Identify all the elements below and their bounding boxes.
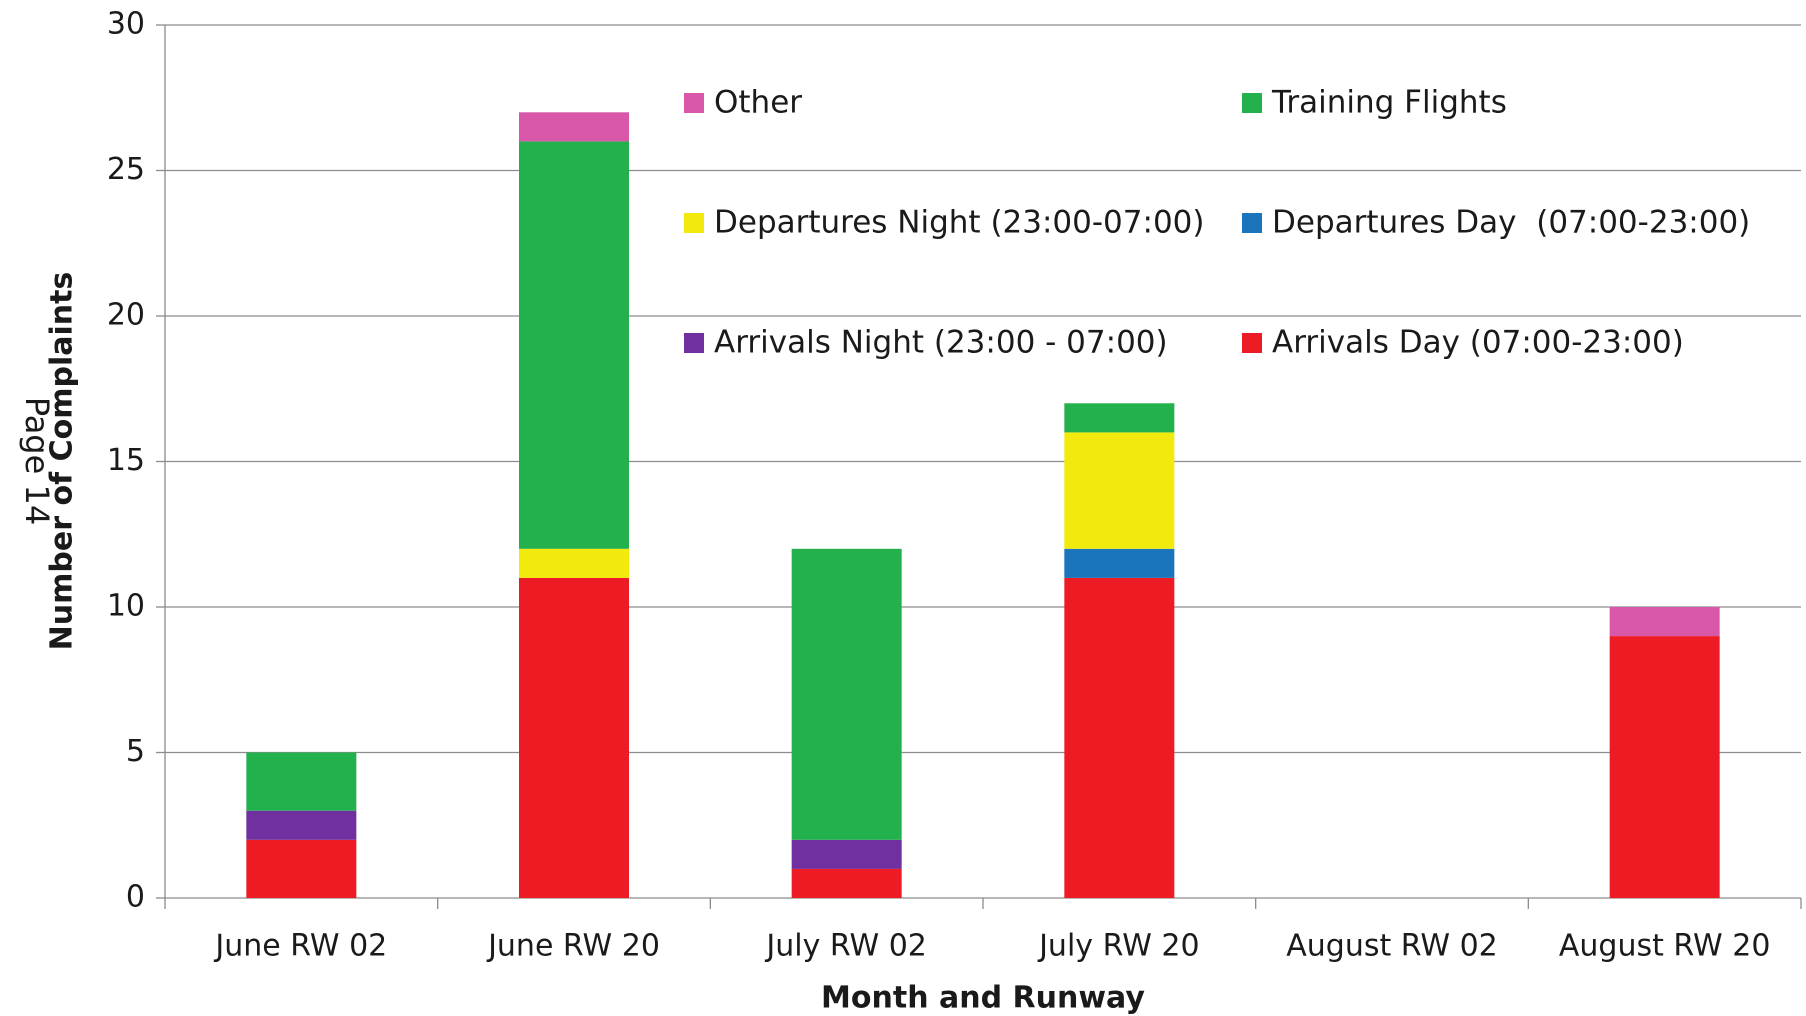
x-tick-label: June RW 20 <box>486 929 660 964</box>
legend-label: Departures Night (23:00-07:00) <box>714 205 1205 241</box>
legend-swatch <box>1242 333 1262 353</box>
legend-swatch <box>684 93 704 113</box>
y-tick-label: 10 <box>107 589 145 624</box>
x-tick-label: August RW 02 <box>1286 929 1498 964</box>
legend-label: Other <box>714 85 802 121</box>
legend-label: Arrivals Night (23:00 - 07:00) <box>714 325 1168 361</box>
bar-segment <box>791 868 902 898</box>
legend-swatch <box>684 333 704 353</box>
y-tick-label: 30 <box>107 7 145 42</box>
y-axis-title: Number of Complaints <box>45 272 80 651</box>
x-tick-label: August RW 20 <box>1559 929 1771 964</box>
x-axis-title: Month and Runway <box>821 981 1145 1016</box>
y-tick-label: 25 <box>107 152 145 187</box>
bar-segment <box>519 141 629 549</box>
bar-segment <box>519 577 629 898</box>
x-tick-label: July RW 02 <box>764 929 927 964</box>
bar-segment <box>1609 607 1720 637</box>
bar-segment <box>1064 432 1175 549</box>
bar-segment <box>1064 577 1175 898</box>
bar-segment <box>1609 636 1720 898</box>
bar-segment <box>246 752 357 811</box>
legend-swatch <box>1242 213 1262 233</box>
bar-segment <box>246 839 357 898</box>
bar-segment <box>791 839 902 869</box>
y-tick-label: 20 <box>107 298 145 333</box>
bar-segment <box>791 548 902 840</box>
legend-swatch <box>1242 93 1262 113</box>
x-tick-label: July RW 20 <box>1037 929 1200 964</box>
page-label: Page 14 <box>18 397 56 525</box>
bar-segment <box>519 548 629 578</box>
legend-label: Departures Day (07:00-23:00) <box>1272 205 1750 241</box>
y-tick-label: 15 <box>107 443 145 478</box>
legend-swatch <box>684 213 704 233</box>
bar-segment <box>1064 548 1175 578</box>
bar-segment <box>246 810 357 840</box>
y-tick-label: 5 <box>126 734 145 769</box>
legend-label: Training Flights <box>1271 85 1507 121</box>
y-tick-label: 0 <box>126 880 145 915</box>
bar-segment <box>519 112 629 142</box>
legend-label: Arrivals Day (07:00-23:00) <box>1272 325 1684 361</box>
bar-segment <box>1064 403 1175 433</box>
x-tick-label: June RW 02 <box>213 929 387 964</box>
